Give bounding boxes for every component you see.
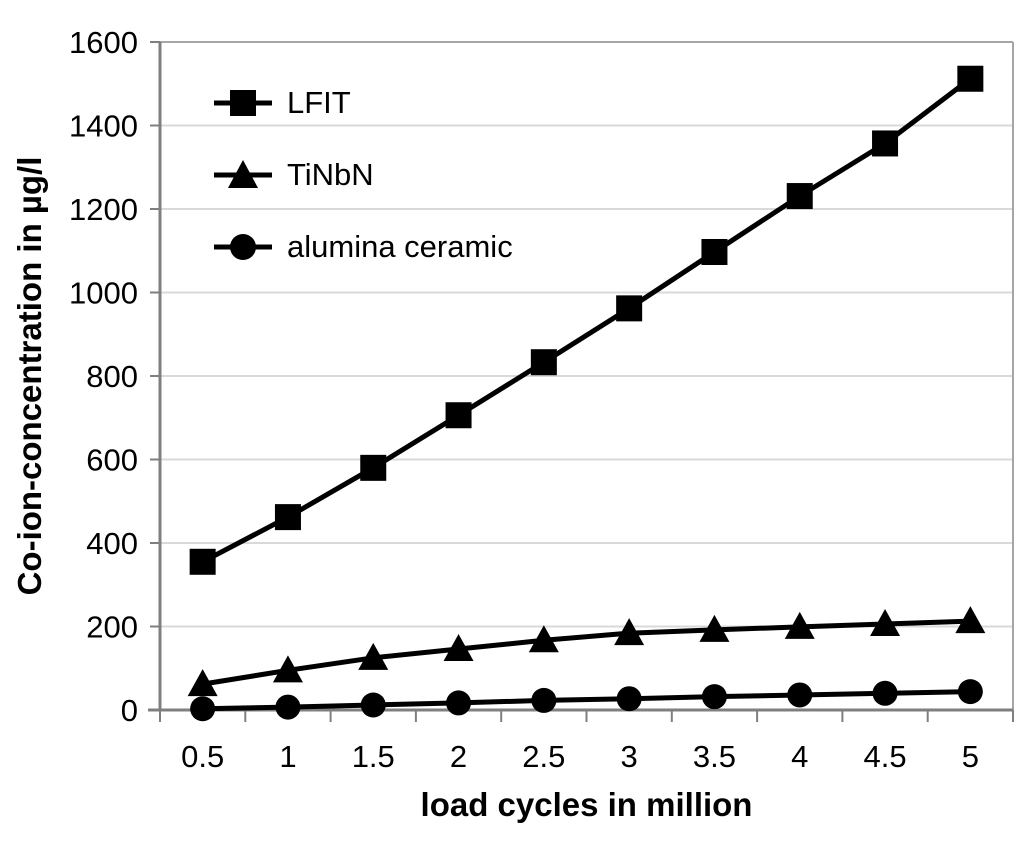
y-tick-label: 1200 bbox=[69, 192, 138, 227]
x-tick-label: 3.5 bbox=[693, 739, 736, 774]
data-point-square bbox=[360, 454, 387, 481]
legend-item-lfit: LFIT bbox=[213, 67, 513, 139]
data-point-circle bbox=[190, 696, 216, 722]
y-tick-labels: 0 200 400 600 800 1000 1200 1400 1600 bbox=[69, 25, 138, 728]
data-point-triangle bbox=[870, 608, 901, 636]
data-point-circle bbox=[701, 684, 727, 710]
y-tick-label: 1600 bbox=[69, 25, 138, 60]
data-point-triangle bbox=[955, 606, 986, 634]
x-tick-label: 1 bbox=[279, 739, 296, 774]
x-tick-label: 0.5 bbox=[181, 739, 224, 774]
series-tinbn bbox=[187, 606, 986, 697]
data-point-square bbox=[786, 183, 813, 210]
x-axis-title: load cycles in million bbox=[420, 786, 753, 823]
legend-label-tinbn: TiNbN bbox=[287, 157, 374, 192]
data-point-triangle bbox=[699, 614, 730, 642]
x-tick-label: 2.5 bbox=[522, 739, 565, 774]
y-tick-label: 1000 bbox=[69, 276, 138, 311]
x-tick-label: 2 bbox=[450, 739, 467, 774]
tick-marks bbox=[150, 41, 1014, 722]
data-point-circle bbox=[531, 687, 557, 713]
data-point-circle bbox=[360, 692, 386, 718]
data-point-triangle bbox=[443, 634, 474, 662]
y-tick-label: 200 bbox=[86, 610, 138, 645]
y-tick-label: 800 bbox=[86, 359, 138, 394]
gridlines bbox=[160, 41, 1014, 710]
data-point-triangle bbox=[614, 618, 645, 646]
data-point-square bbox=[445, 402, 472, 429]
legend-label-alumina-ceramic: alumina ceramic bbox=[287, 229, 513, 264]
y-tick-label: 1400 bbox=[69, 109, 138, 144]
legend-marker-triangle-icon bbox=[214, 160, 272, 188]
data-point-triangle bbox=[528, 625, 559, 653]
data-point-square bbox=[701, 239, 728, 266]
legend-item-alumina-ceramic: alumina ceramic bbox=[213, 211, 513, 283]
data-point-circle bbox=[446, 690, 472, 716]
legend-label-lfit: LFIT bbox=[287, 85, 351, 120]
legend-marker-circle-icon bbox=[214, 234, 272, 260]
series-lfit bbox=[189, 65, 984, 575]
y-tick-label: 400 bbox=[86, 526, 138, 561]
data-point-circle bbox=[275, 694, 301, 720]
x-tick-label: 3 bbox=[621, 739, 638, 774]
series-alumina-ceramic bbox=[190, 679, 983, 722]
data-point-circle bbox=[957, 679, 983, 705]
legend: LFIT TiNbN alumina ceramic bbox=[213, 67, 513, 283]
x-tick-label: 1.5 bbox=[352, 739, 395, 774]
x-tick-label: 4 bbox=[791, 739, 808, 774]
data-point-square bbox=[616, 295, 643, 322]
data-point-triangle bbox=[784, 611, 815, 639]
data-point-circle bbox=[787, 682, 813, 708]
x-tick-label: 4.5 bbox=[863, 739, 906, 774]
data-point-square bbox=[872, 130, 899, 157]
y-axis-title: Co-ion-concentration in µg/l bbox=[11, 156, 48, 596]
legend-item-tinbn: TiNbN bbox=[213, 139, 513, 211]
y-tick-label: 0 bbox=[121, 693, 138, 728]
data-point-square bbox=[274, 504, 301, 531]
data-point-square bbox=[189, 548, 216, 575]
x-tick-label: 5 bbox=[962, 739, 979, 774]
data-point-circle bbox=[616, 686, 642, 712]
data-point-triangle bbox=[358, 642, 389, 670]
data-point-circle bbox=[872, 680, 898, 706]
data-point-triangle bbox=[187, 669, 218, 697]
x-tick-labels: 0.5 1 1.5 2 2.5 3 3.5 4 4.5 5 bbox=[181, 739, 979, 774]
y-tick-label: 600 bbox=[86, 443, 138, 478]
legend-marker-square-icon bbox=[214, 90, 272, 116]
data-point-triangle bbox=[272, 655, 303, 683]
data-point-square bbox=[957, 65, 984, 92]
data-point-square bbox=[530, 349, 557, 376]
